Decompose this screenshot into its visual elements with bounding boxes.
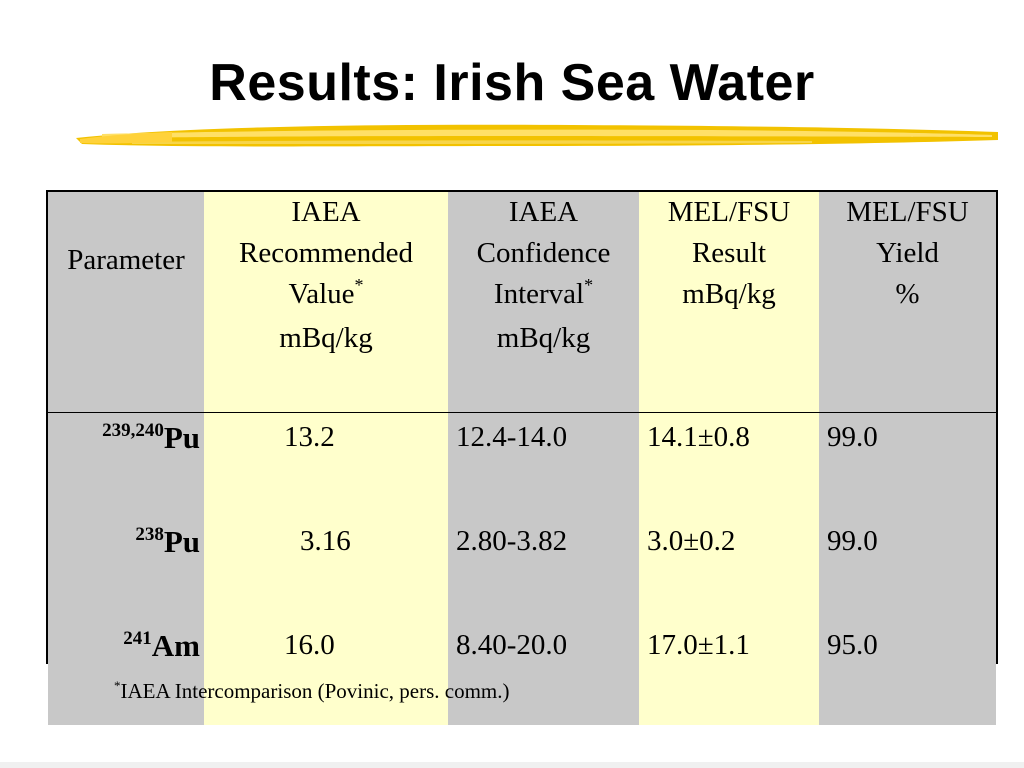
mel-yield: 99.0: [819, 517, 996, 621]
header-line: Yield: [876, 237, 939, 269]
slide-title: Results: Irish Sea Water: [209, 54, 815, 112]
footnote-text: IAEA Intercomparison (Povinic, pers. com…: [120, 679, 510, 703]
confidence-interval: 8.40-20.0: [448, 621, 639, 725]
bottom-band: [0, 762, 1024, 768]
confidence-interval: 2.80-3.82: [448, 517, 639, 621]
header-line: Result: [691, 237, 767, 269]
recommended-value: 16.0: [204, 621, 448, 725]
header-line: mBq/kg: [279, 322, 373, 354]
header-line: mBq/kg: [496, 322, 591, 354]
header-line: IAEA: [508, 196, 579, 228]
header-iaea-interval: IAEA Confidence Interval* mBq/kg: [448, 192, 639, 413]
mel-yield: 95.0: [819, 621, 996, 725]
table-row: 239,240Pu 13.2 12.4-14.0 14.1±0.8 99.0: [48, 412, 996, 517]
header-line: Recommended: [239, 237, 413, 269]
isotope-cell: 238Pu: [48, 517, 204, 621]
element-symbol: Am: [151, 628, 200, 663]
header-mel-yield: MEL/FSU Yield %: [819, 192, 996, 413]
recommended-value: 13.2: [204, 412, 448, 517]
footnote-marker: *: [114, 678, 121, 693]
mass-number: 239,240: [102, 420, 164, 441]
isotope-cell: 241Am: [48, 621, 204, 725]
element-symbol: Pu: [163, 524, 200, 559]
table-row: 241Am 16.0 8.40-20.0 17.0±1.1 95.0: [48, 621, 996, 725]
header-parameter: Parameter: [48, 192, 204, 413]
recommended-value: 3.16: [204, 517, 448, 621]
confidence-interval: 12.4-14.0: [448, 412, 639, 517]
header-line: Value: [288, 278, 355, 310]
isotope-cell: 239,240Pu: [48, 412, 204, 517]
asterisk-marker: *: [354, 275, 364, 295]
header-iaea-recommended: IAEA Recommended Value* mBq/kg: [204, 192, 448, 413]
footnote: *IAEA Intercomparison (Povinic, pers. co…: [114, 676, 510, 709]
element-symbol: Pu: [163, 420, 200, 455]
table-row: 238Pu 3.16 2.80-3.82 3.0±0.2 99.0: [48, 517, 996, 621]
mel-yield: 99.0: [819, 412, 996, 517]
mass-number: 238: [135, 524, 164, 545]
header-mel-result: MEL/FSU Result mBq/kg: [639, 192, 819, 413]
header-line: MEL/FSU: [846, 196, 969, 228]
header-line: mBq/kg: [682, 278, 776, 310]
header-line: Interval: [493, 278, 585, 310]
brush-underline: [76, 124, 998, 147]
asterisk-marker: *: [584, 275, 594, 295]
mel-result: 17.0±1.1: [639, 621, 819, 725]
table-header-row: Parameter IAEA Recommended Value* mBq/kg…: [48, 192, 996, 413]
mass-number: 241: [123, 628, 152, 649]
results-table: Parameter IAEA Recommended Value* mBq/kg…: [46, 190, 998, 725]
header-line: %: [895, 278, 920, 310]
header-line: MEL/FSU: [667, 196, 791, 228]
header-line: IAEA: [291, 196, 361, 228]
header-line: Confidence: [476, 237, 611, 269]
mel-result: 14.1±0.8: [639, 412, 819, 517]
mel-result: 3.0±0.2: [639, 517, 819, 621]
